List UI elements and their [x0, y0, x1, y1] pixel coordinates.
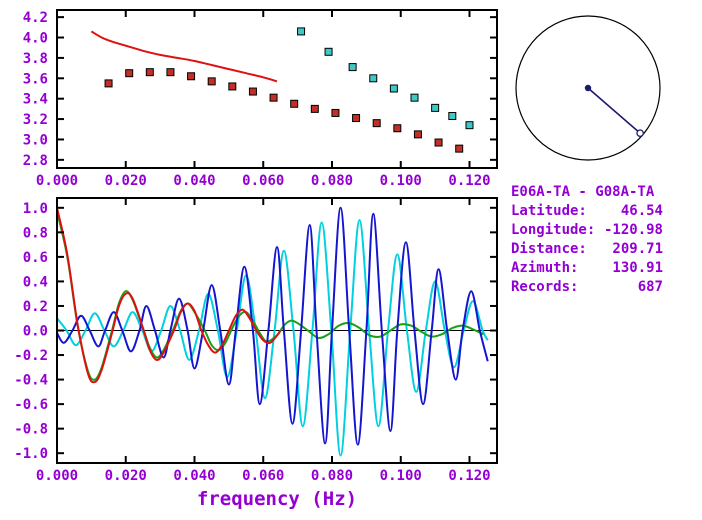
great-circle — [515, 15, 661, 161]
y-tick-label: -0.8 — [14, 422, 48, 438]
y-tick-label: 0.8 — [23, 225, 48, 241]
red-dispersion-squares-marker — [145, 68, 154, 77]
x-axis-label: frequency (Hz) — [197, 488, 357, 510]
red-dispersion-squares-marker — [455, 144, 464, 153]
x-tick-label: 0.120 — [448, 173, 490, 189]
x-tick-label: 0.100 — [380, 173, 422, 189]
waveform-green — [57, 211, 484, 381]
phase-velocity-line — [90, 30, 278, 83]
azimuth-label: Azimuth: — [511, 260, 579, 276]
cyan-dispersion-squares-marker — [324, 47, 333, 56]
y-tick-label: 3.8 — [23, 51, 48, 67]
y-tick-label: -0.6 — [14, 397, 48, 413]
x-tick-label: 0.020 — [105, 173, 147, 189]
waveform-cyan — [57, 219, 489, 457]
records-value: 687 — [637, 279, 663, 295]
y-tick-label: 2.8 — [23, 153, 48, 169]
longitude-label: Longitude: — [511, 222, 596, 238]
x-tick-label: 0.080 — [311, 173, 353, 189]
latitude-value: 46.54 — [620, 203, 663, 219]
x-tick-label: 0.040 — [173, 468, 215, 484]
red-dispersion-squares-marker — [104, 79, 113, 88]
x-tick-label: 0.080 — [311, 468, 353, 484]
x-tick-label: 0.040 — [173, 173, 215, 189]
red-dispersion-squares-marker — [290, 99, 299, 108]
y-tick-label: 0.6 — [23, 250, 48, 266]
station-info-panel: E06A-TA - G08A-TA Latitude: 46.54 Longit… — [511, 183, 663, 297]
x-tick-label: 0.060 — [242, 468, 284, 484]
red-dispersion-squares-marker — [228, 82, 237, 91]
y-tick-label: 4.0 — [23, 31, 48, 47]
y-tick-label: -0.2 — [14, 348, 48, 364]
y-tick-label: 4.2 — [23, 10, 48, 26]
red-dispersion-squares-marker — [187, 72, 196, 81]
records-label: Records: — [511, 279, 579, 295]
red-dispersion-squares-marker — [269, 93, 278, 102]
red-dispersion-squares-marker — [125, 69, 134, 78]
distance-label: Distance: — [511, 241, 587, 257]
cyan-dispersion-squares-marker — [431, 103, 440, 112]
x-tick-label: 0.120 — [448, 468, 490, 484]
y-tick-label: 1.0 — [23, 201, 48, 217]
dispersion-curve-plot: 0.000 0.020 0.040 0.060 0.080 0.100 0.120 2.8 3.… — [23, 9, 498, 189]
cyan-dispersion-squares-marker — [369, 74, 378, 83]
y-tick-label: 3.6 — [23, 71, 48, 87]
red-dispersion-squares-marker — [393, 124, 402, 133]
red-dispersion-squares-marker — [207, 77, 216, 86]
red-dispersion-squares-marker — [248, 87, 257, 96]
info-row-azimuth: Azimuth: 130.91 — [511, 259, 663, 278]
y-tick-label: 3.4 — [23, 92, 48, 108]
info-row-latitude: Latitude: 46.54 — [511, 202, 663, 221]
x-tick-label: 0.000 — [36, 468, 78, 484]
info-row-records: Records: 687 — [511, 278, 663, 297]
x-tick-label: 0.020 — [105, 468, 147, 484]
y-tick-label: 3.2 — [23, 112, 48, 128]
x-tick-label: 0.060 — [242, 173, 284, 189]
station-a-dot — [584, 84, 592, 92]
info-row-longitude: Longitude: -120.98 — [511, 221, 663, 240]
latitude-label: Latitude: — [511, 203, 587, 219]
azimuth-circle-inset — [515, 15, 661, 161]
cyan-dispersion-squares-marker — [448, 112, 457, 121]
y-tick-label: -1.0 — [14, 446, 48, 462]
waveform-blue — [57, 206, 489, 446]
red-dispersion-squares-marker — [434, 138, 443, 147]
red-dispersion-squares-marker — [352, 114, 361, 123]
red-dispersion-squares-marker — [310, 104, 319, 113]
y-tick-label: 0.0 — [23, 324, 48, 340]
red-dispersion-squares-marker — [372, 119, 381, 128]
red-dispersion-squares-marker — [166, 68, 175, 77]
cyan-dispersion-squares-marker — [348, 63, 357, 72]
info-row-distance: Distance: 209.71 — [511, 240, 663, 259]
azimuth-line — [587, 87, 641, 134]
y-tick-label: 3.0 — [23, 132, 48, 148]
cyan-dispersion-squares-marker — [389, 84, 398, 93]
y-tick-label: -0.4 — [14, 373, 48, 389]
plot-frame — [56, 9, 498, 169]
cyan-dispersion-squares-marker — [465, 121, 474, 130]
x-tick-label: 0.000 — [36, 173, 78, 189]
azimuth-value: 130.91 — [612, 260, 663, 276]
red-dispersion-squares-marker — [413, 130, 422, 139]
longitude-value: -120.98 — [603, 222, 663, 238]
station-b-dot — [636, 129, 644, 138]
red-dispersion-squares-marker — [331, 108, 340, 117]
y-tick-label: 0.4 — [23, 274, 48, 290]
y-tick-label: 0.2 — [23, 299, 48, 315]
station-pair-title: E06A-TA - G08A-TA — [511, 184, 655, 200]
cyan-dispersion-squares-marker — [410, 93, 419, 102]
waveform-spectrum-plot: 0.000 0.020 0.040 0.060 0.080 0.100 0.120 -1.0 -… — [14, 197, 498, 510]
waveform-red — [57, 207, 282, 384]
distance-value: 209.71 — [612, 241, 663, 257]
cyan-dispersion-squares-marker — [297, 27, 306, 36]
x-tick-label: 0.100 — [380, 468, 422, 484]
